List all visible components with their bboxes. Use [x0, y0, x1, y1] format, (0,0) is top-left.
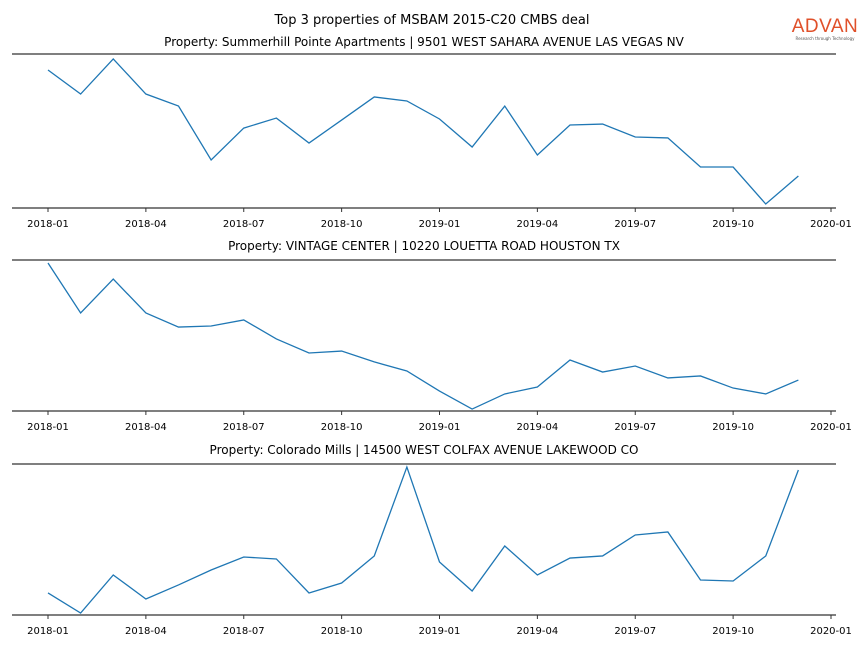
subplot-3: Property: Colorado Mills | 14500 WEST CO…	[12, 443, 852, 637]
subplot-1: Property: Summerhill Pointe Apartments |…	[12, 35, 852, 230]
x-tick-label: 2018-07	[223, 422, 265, 433]
x-tick-label: 2019-10	[712, 219, 754, 230]
logo-tagline: Research through Technology	[795, 36, 855, 41]
x-tick-label: 2019-10	[712, 422, 754, 433]
x-tick-label: 2019-04	[516, 422, 558, 433]
x-tick-label: 2018-01	[27, 219, 69, 230]
advan-logo: ADVAN Research through Technology	[789, 17, 861, 41]
subplot-title: Property: Summerhill Pointe Apartments |…	[164, 35, 684, 49]
x-tick-label: 2019-10	[712, 626, 754, 637]
subplot-2: Property: VINTAGE CENTER | 10220 LOUETTA…	[12, 239, 852, 433]
x-tick-label: 2020-01	[810, 422, 852, 433]
x-tick-label: 2019-04	[516, 626, 558, 637]
x-tick-label: 2019-07	[614, 422, 656, 433]
series-line	[47, 262, 799, 410]
x-tick-label: 2018-04	[125, 626, 167, 637]
x-tick-label: 2019-07	[614, 626, 656, 637]
x-tick-label: 2018-07	[223, 626, 265, 637]
x-tick-label: 2018-01	[27, 626, 69, 637]
subplot-title: Property: Colorado Mills | 14500 WEST CO…	[210, 443, 639, 457]
figure-title: Top 3 properties of MSBAM 2015-C20 CMBS …	[274, 13, 590, 28]
x-tick-label: 2018-01	[27, 422, 69, 433]
x-tick-label: 2019-01	[419, 626, 461, 637]
x-tick-label: 2019-07	[614, 219, 656, 230]
logo-brand: ADVAN	[791, 16, 859, 37]
x-tick-label: 2020-01	[810, 626, 852, 637]
x-tick-label: 2018-04	[125, 219, 167, 230]
series-line	[47, 465, 799, 614]
x-tick-label: 2020-01	[810, 219, 852, 230]
x-tick-label: 2018-10	[321, 422, 363, 433]
x-tick-label: 2018-10	[321, 219, 363, 230]
x-tick-label: 2018-04	[125, 422, 167, 433]
x-tick-label: 2018-10	[321, 626, 363, 637]
x-tick-label: 2019-04	[516, 219, 558, 230]
x-tick-label: 2018-07	[223, 219, 265, 230]
x-tick-label: 2019-01	[419, 219, 461, 230]
x-tick-label: 2019-01	[419, 422, 461, 433]
subplot-title: Property: VINTAGE CENTER | 10220 LOUETTA…	[228, 239, 620, 253]
series-line	[47, 57, 799, 205]
